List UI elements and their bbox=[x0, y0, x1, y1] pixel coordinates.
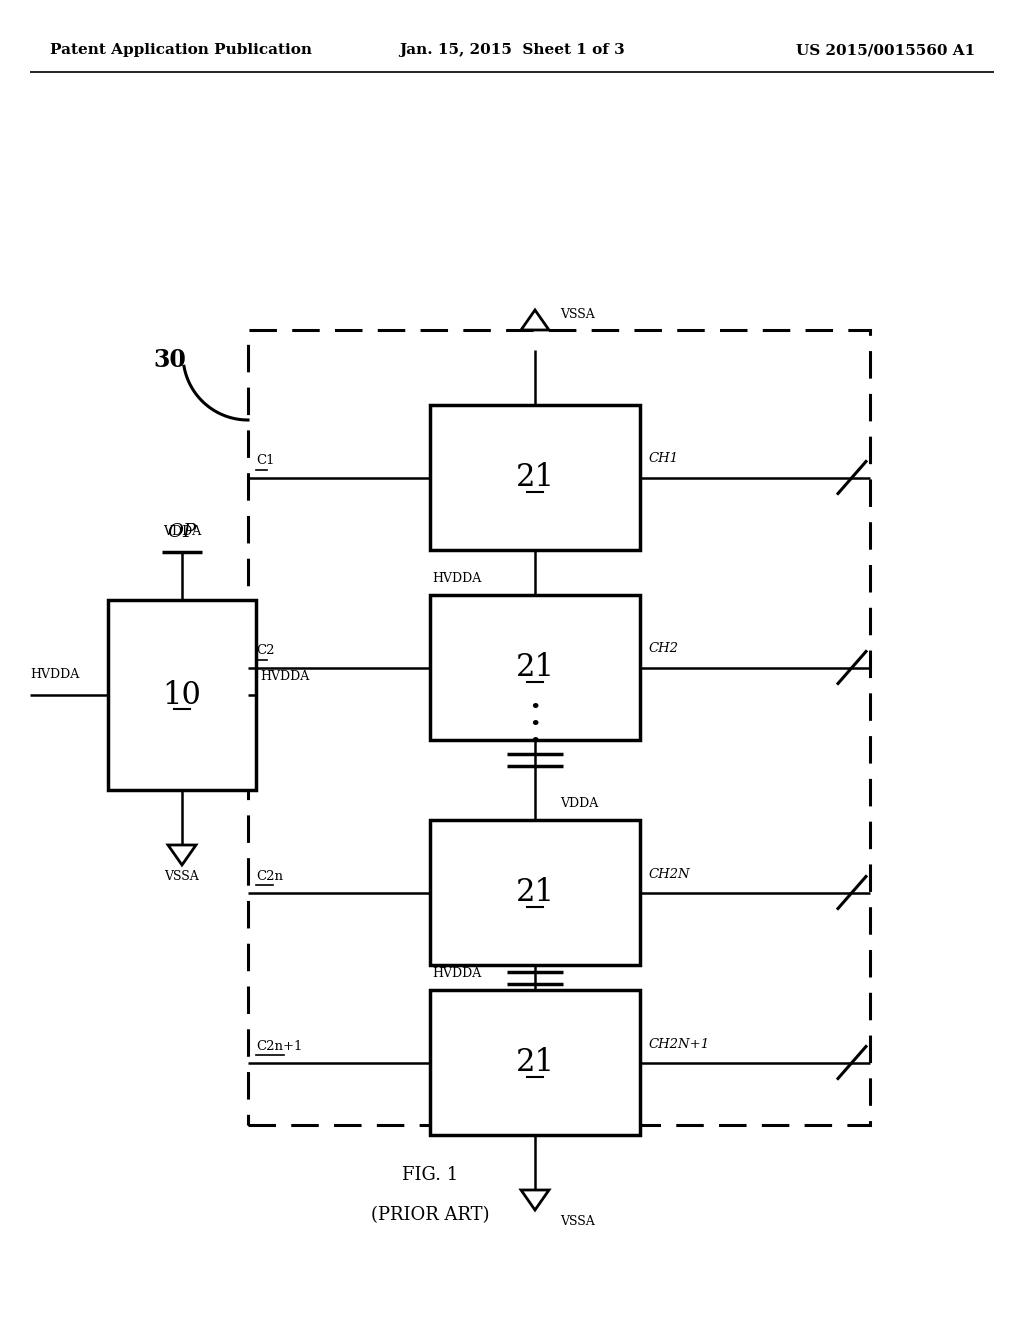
Bar bbox=[430, 405, 640, 550]
Text: C1: C1 bbox=[256, 454, 274, 467]
Text: HVDDA: HVDDA bbox=[432, 968, 481, 979]
Text: CH2: CH2 bbox=[648, 643, 678, 656]
Text: C2n: C2n bbox=[256, 870, 283, 883]
Bar bbox=[248, 330, 870, 1125]
Text: Patent Application Publication: Patent Application Publication bbox=[50, 44, 312, 57]
Text: Jan. 15, 2015  Sheet 1 of 3: Jan. 15, 2015 Sheet 1 of 3 bbox=[399, 44, 625, 57]
Text: 30: 30 bbox=[154, 348, 186, 372]
Text: US 2015/0015560 A1: US 2015/0015560 A1 bbox=[796, 44, 975, 57]
Text: C2: C2 bbox=[256, 644, 274, 657]
Text: VDDA: VDDA bbox=[163, 525, 201, 539]
Text: C2n+1: C2n+1 bbox=[256, 1040, 302, 1052]
Text: CH2N+1: CH2N+1 bbox=[648, 1038, 710, 1051]
Text: CH1: CH1 bbox=[648, 453, 678, 466]
Text: HVDDA: HVDDA bbox=[260, 671, 309, 682]
Text: CH2N: CH2N bbox=[648, 867, 689, 880]
Text: 21: 21 bbox=[515, 462, 555, 492]
Text: FIG. 1: FIG. 1 bbox=[401, 1166, 458, 1184]
Bar bbox=[430, 990, 640, 1135]
Text: •
•
•: • • • bbox=[529, 700, 541, 751]
Text: HVDDA: HVDDA bbox=[30, 668, 79, 681]
Text: 10: 10 bbox=[163, 680, 202, 710]
Text: VSSA: VSSA bbox=[165, 870, 200, 883]
Text: HVDDA: HVDDA bbox=[432, 572, 481, 585]
Bar bbox=[108, 601, 256, 789]
Text: VSSA: VSSA bbox=[560, 1214, 595, 1228]
Text: OP: OP bbox=[168, 523, 197, 541]
Text: (PRIOR ART): (PRIOR ART) bbox=[371, 1206, 489, 1224]
Text: 21: 21 bbox=[515, 876, 555, 908]
Text: VSSA: VSSA bbox=[560, 309, 595, 322]
Text: 21: 21 bbox=[515, 652, 555, 682]
Bar bbox=[430, 595, 640, 741]
Bar bbox=[430, 820, 640, 965]
Text: 21: 21 bbox=[515, 1047, 555, 1078]
Text: VDDA: VDDA bbox=[560, 797, 598, 810]
